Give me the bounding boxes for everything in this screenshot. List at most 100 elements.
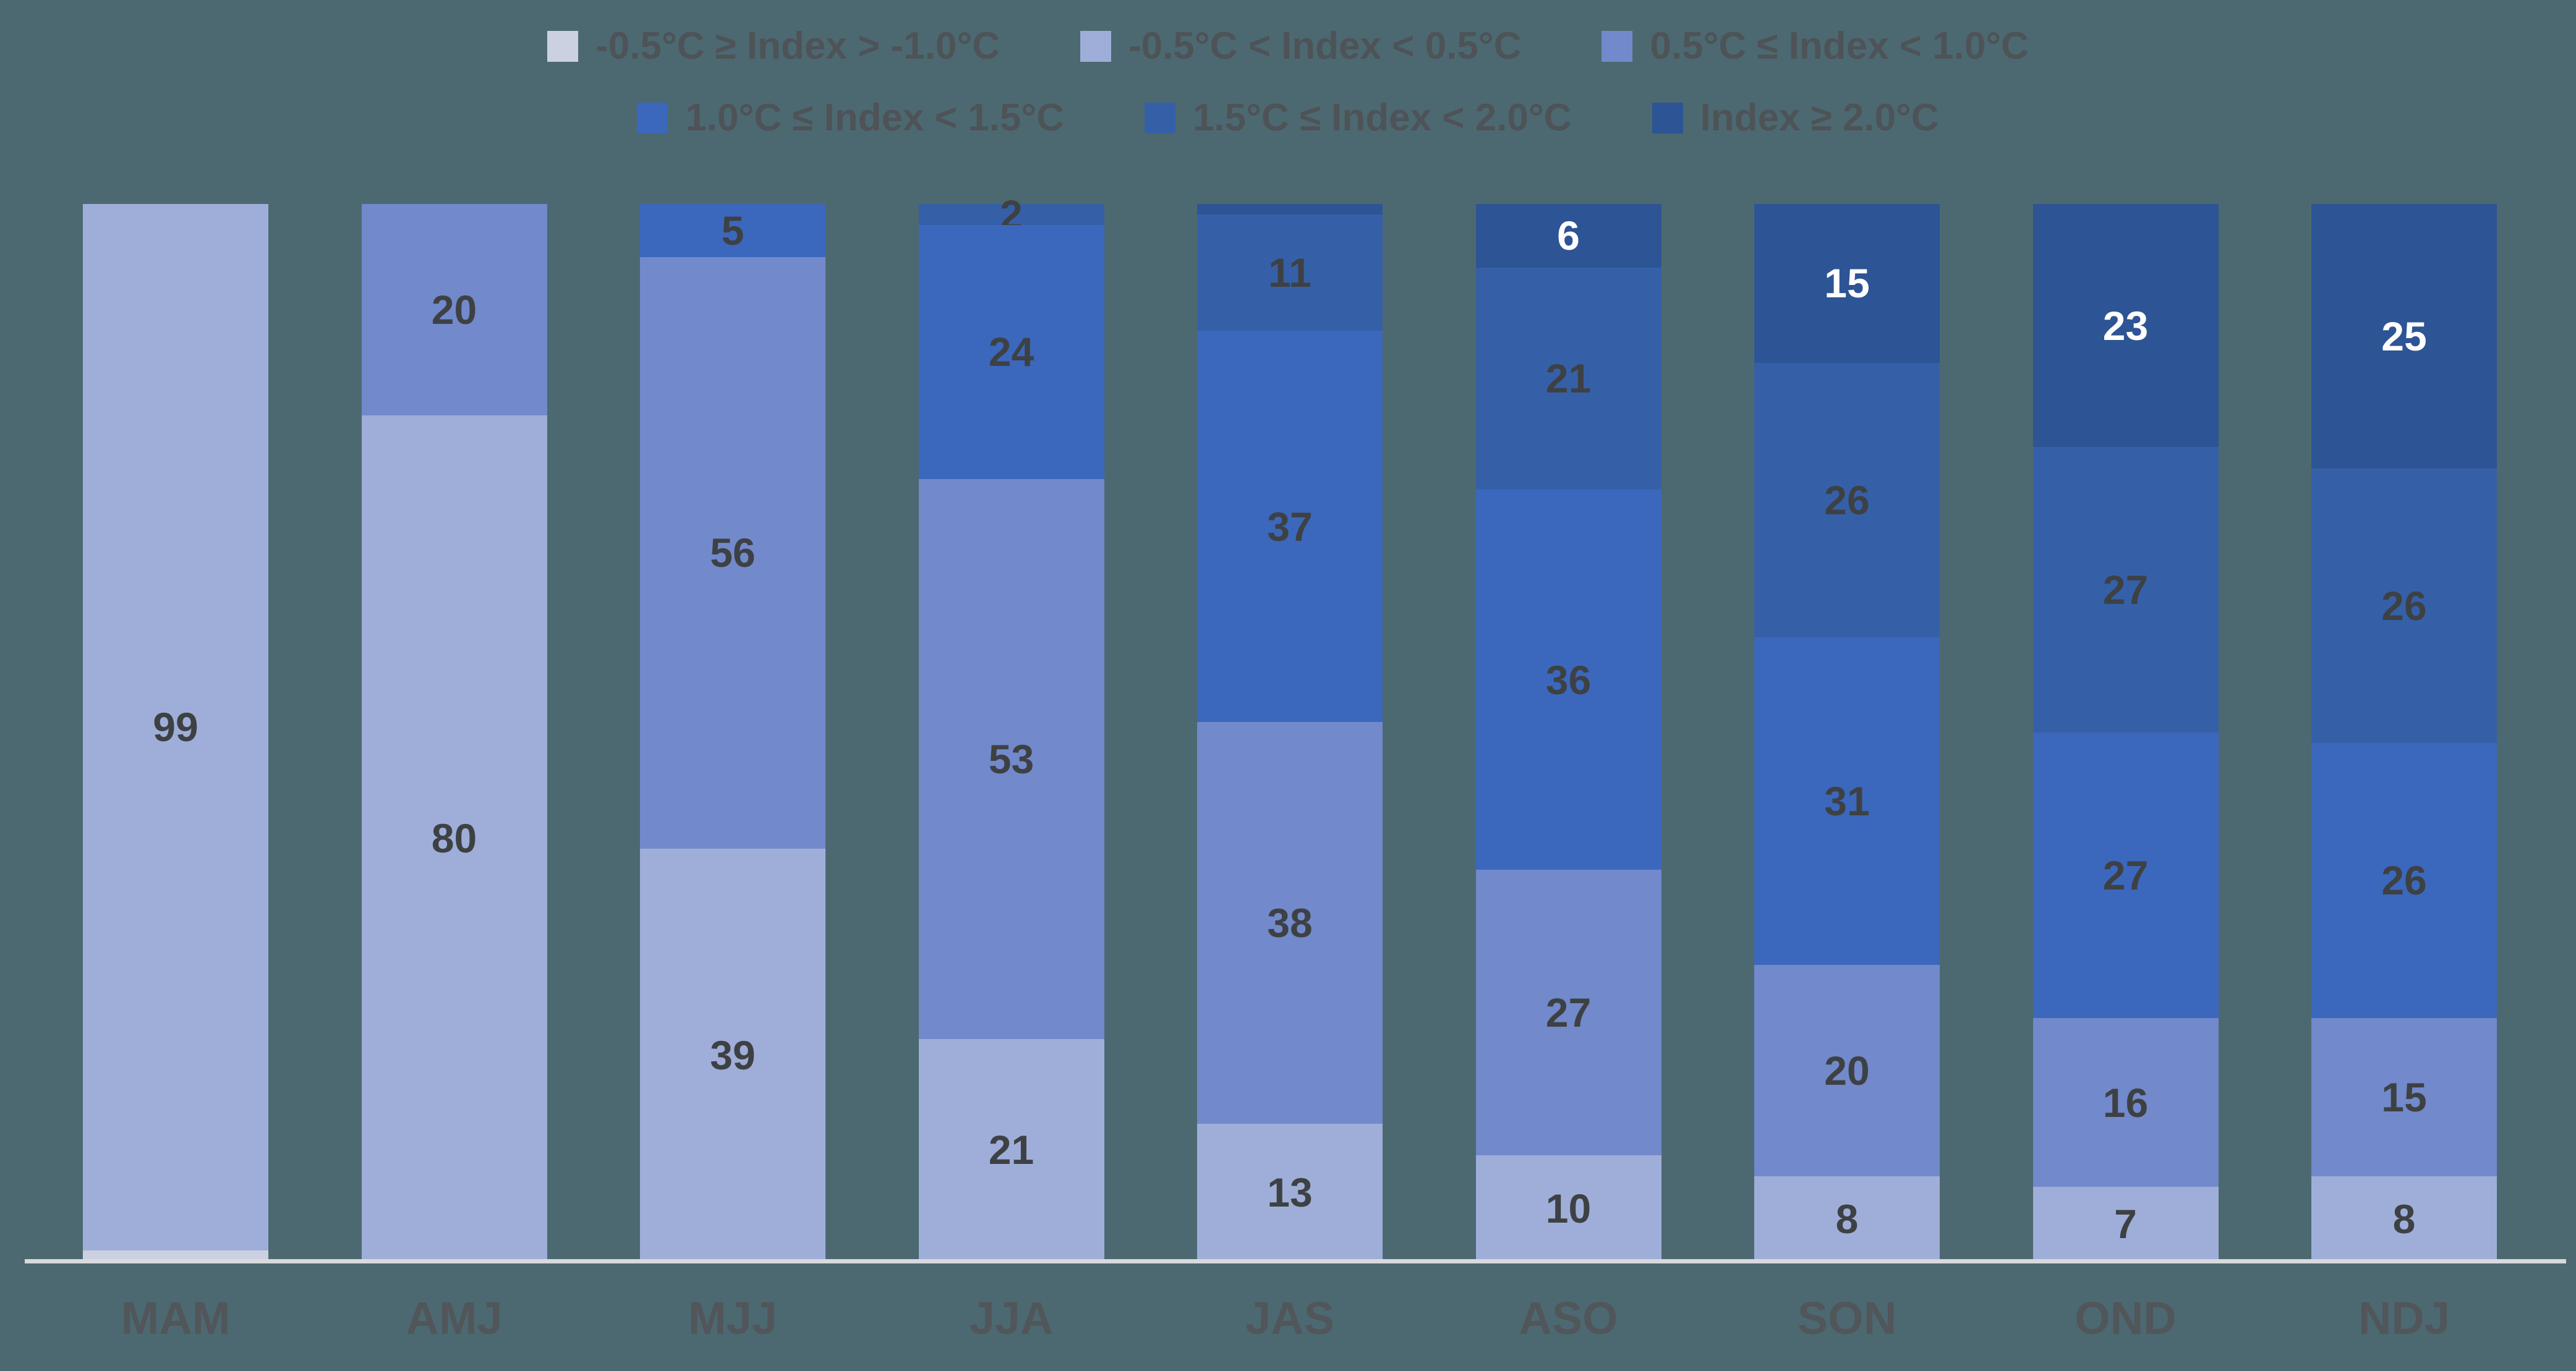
segment-value-label: 37 bbox=[1267, 503, 1313, 550]
segment-value-label: 6 bbox=[1557, 213, 1580, 259]
bar-JAS: 11 37 38 13 bbox=[1197, 204, 1383, 1261]
segment-value-label: 27 bbox=[2102, 852, 2149, 898]
x-axis-label-MAM: MAM bbox=[121, 1292, 231, 1344]
legend-row-2: 1.0°C ≤ Index < 1.5°C 1.5°C ≤ Index < 2.0… bbox=[637, 96, 1939, 139]
segment-value-label: 16 bbox=[2102, 1079, 2149, 1126]
bar-segment: 26 bbox=[2311, 743, 2497, 1018]
bar-segment: 26 bbox=[2311, 468, 2497, 744]
segment-value-label: 25 bbox=[2381, 313, 2427, 359]
bar-OND: 23 27 27 16 7 bbox=[2032, 204, 2219, 1261]
legend-item-4: 1.0°C ≤ Index < 1.5°C bbox=[637, 99, 1064, 137]
segment-value-label: 15 bbox=[1824, 260, 1870, 307]
legend-label: 1.0°C ≤ Index < 1.5°C bbox=[685, 96, 1064, 139]
bar-segment: 20 bbox=[361, 204, 547, 415]
segment-value-label: 31 bbox=[1824, 778, 1870, 825]
bar-segment: 6 bbox=[1475, 204, 1661, 268]
bar-segment: 38 bbox=[1197, 721, 1383, 1124]
bar-segment: 80 bbox=[361, 415, 547, 1261]
bar-JJA: 2 24 53 21 bbox=[918, 194, 1104, 1261]
x-axis-label-JJA: JJA bbox=[969, 1292, 1054, 1344]
bar-segment: 7 bbox=[2032, 1187, 2219, 1261]
segment-value-label: 36 bbox=[1545, 656, 1592, 703]
x-axis-label-ASO: ASO bbox=[1519, 1292, 1618, 1344]
segment-value-label: 26 bbox=[2381, 857, 2427, 904]
bar-segment: 23 bbox=[2032, 204, 2219, 448]
bar-segment: 24 bbox=[918, 225, 1104, 479]
chart-legend: -0.5°C ≥ Index > -1.0°C -0.5°C < Index < … bbox=[0, 27, 2576, 137]
legend-swatch-icon bbox=[547, 31, 579, 62]
segment-value-label: 8 bbox=[1835, 1195, 1859, 1242]
segment-value-label: 99 bbox=[153, 704, 198, 750]
bar-segment: 36 bbox=[1475, 489, 1661, 870]
legend-item-5: 1.5°C ≤ Index < 2.0°C bbox=[1144, 96, 1572, 139]
legend-row-1: -0.5°C ≥ Index > -1.0°C -0.5°C < Index < … bbox=[547, 27, 2029, 66]
x-axis-label-SON: SON bbox=[1797, 1292, 1897, 1344]
segment-value-label: 21 bbox=[988, 1127, 1034, 1173]
bar-segment bbox=[1197, 204, 1383, 215]
segment-value-label: 27 bbox=[2102, 567, 2149, 613]
segment-value-label: 20 bbox=[1824, 1048, 1870, 1094]
bar-segment: 53 bbox=[918, 478, 1104, 1039]
segment-value-label: 21 bbox=[1545, 355, 1592, 402]
plot-area: 99 20 80 5 56 39 2 24 53 21 11 37 38 13 6 21 36 27 10 15 26 3… bbox=[83, 194, 2497, 1261]
segment-value-label: 26 bbox=[2381, 582, 2427, 629]
legend-label: 0.5°C ≤ Index < 1.0°C bbox=[1650, 25, 2029, 67]
bar-segment: 2 bbox=[918, 194, 1104, 235]
bar-segment: 15 bbox=[2311, 1017, 2497, 1177]
bar-segment: 16 bbox=[2032, 1017, 2219, 1187]
bar-segment: 8 bbox=[2311, 1176, 2497, 1261]
legend-swatch-icon bbox=[637, 103, 668, 134]
segment-value-label: 39 bbox=[710, 1032, 756, 1078]
bar-segment: 27 bbox=[2032, 447, 2219, 733]
segment-value-label: 27 bbox=[1545, 990, 1592, 1036]
segment-value-label: 7 bbox=[2114, 1201, 2137, 1247]
bar-NDJ: 25 26 26 15 8 bbox=[2311, 204, 2497, 1261]
bar-segment bbox=[83, 1250, 268, 1261]
bar-segment: 15 bbox=[1754, 204, 1940, 363]
bar-segment: 8 bbox=[1754, 1176, 1940, 1261]
bar-segment: 25 bbox=[2311, 204, 2497, 469]
segment-value-label: 20 bbox=[431, 287, 477, 333]
segment-value-label: 24 bbox=[988, 329, 1034, 375]
x-axis-line bbox=[25, 1259, 2566, 1263]
legend-swatch-icon bbox=[1080, 31, 1111, 62]
x-axis-labels: MAM AMJ MJJ JJA JAS ASO SON OND NDJ bbox=[83, 1296, 2497, 1341]
bar-segment: 99 bbox=[83, 204, 268, 1250]
segment-value-label: 23 bbox=[2102, 302, 2149, 349]
bar-ASO: 6 21 36 27 10 bbox=[1475, 204, 1661, 1261]
segment-value-label: 13 bbox=[1267, 1169, 1313, 1215]
segment-value-label: 11 bbox=[1268, 250, 1311, 296]
segment-value-label: 15 bbox=[2381, 1074, 2427, 1120]
legend-item-6: Index ≥ 2.0°C bbox=[1652, 99, 1939, 137]
x-axis-label-JAS: JAS bbox=[1245, 1292, 1334, 1344]
x-axis-label-MJJ: MJJ bbox=[688, 1292, 777, 1344]
segment-value-label: 56 bbox=[710, 530, 756, 576]
bar-segment: 11 bbox=[1197, 214, 1383, 331]
bar-segment: 20 bbox=[1754, 965, 1940, 1177]
bar-AMJ: 20 80 bbox=[361, 204, 547, 1261]
legend-label: 1.5°C ≤ Index < 2.0°C bbox=[1192, 96, 1572, 139]
bar-segment: 37 bbox=[1197, 331, 1383, 722]
legend-label: -0.5°C ≥ Index > -1.0°C bbox=[595, 25, 1000, 67]
legend-swatch-icon bbox=[1652, 103, 1683, 134]
legend-label: -0.5°C < Index < 0.5°C bbox=[1128, 25, 1522, 67]
bar-MJJ: 5 56 39 bbox=[640, 204, 825, 1261]
segment-value-label: 80 bbox=[431, 815, 477, 861]
legend-label: Index ≥ 2.0°C bbox=[1700, 96, 1939, 139]
x-axis-label-AMJ: AMJ bbox=[406, 1292, 503, 1344]
bar-segment: 13 bbox=[1197, 1123, 1383, 1261]
segment-value-label: 8 bbox=[2392, 1195, 2416, 1242]
legend-swatch-icon bbox=[1144, 103, 1175, 134]
bar-segment: 39 bbox=[640, 849, 825, 1261]
legend-item-3: 0.5°C ≤ Index < 1.0°C bbox=[1601, 27, 2029, 66]
legend-item-1: -0.5°C ≥ Index > -1.0°C bbox=[547, 27, 1000, 66]
bar-segment: 56 bbox=[640, 257, 825, 849]
bar-SON: 15 26 31 20 8 bbox=[1754, 204, 1940, 1261]
bar-segment: 27 bbox=[2032, 732, 2219, 1018]
x-axis-label-NDJ: NDJ bbox=[2358, 1292, 2450, 1344]
bar-segment: 10 bbox=[1475, 1155, 1661, 1261]
bar-MAM: 99 bbox=[83, 204, 268, 1261]
legend-swatch-icon bbox=[1601, 31, 1633, 62]
segment-value-label: 10 bbox=[1545, 1185, 1592, 1231]
bar-segment: 5 bbox=[640, 204, 825, 257]
